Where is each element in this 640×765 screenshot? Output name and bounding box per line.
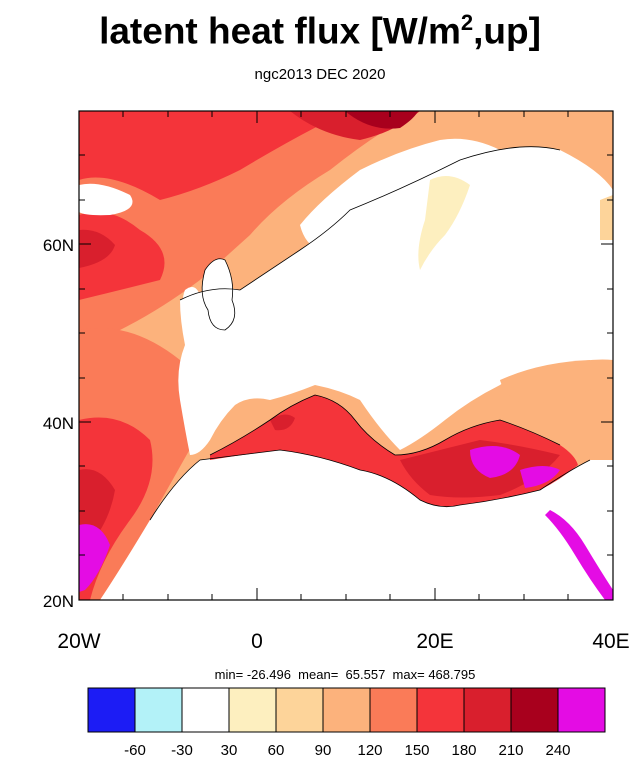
west-atlantic-core [79, 229, 115, 268]
red-sea [545, 510, 613, 600]
xtick-label: 20W [57, 630, 100, 653]
colorbar-swatch [369, 687, 418, 733]
coastline-britain [201, 258, 236, 331]
colorbar-swatch [228, 687, 277, 733]
colorbar-label: 180 [451, 742, 476, 759]
colorbar-swatch [181, 687, 230, 733]
balearic-high [270, 414, 295, 431]
xtick-label: 20E [416, 630, 453, 653]
xtick-label: 40E [592, 630, 629, 653]
coastline-med-north [209, 394, 561, 456]
ytick-label: 20N [43, 592, 74, 611]
levant-max [520, 466, 560, 488]
map-panel [79, 111, 613, 600]
greenland-land [79, 183, 133, 216]
europe-land [178, 146, 613, 455]
plot-subtitle: ngc2013 DEC 2020 [254, 66, 386, 83]
norwegian-sea-region [79, 111, 380, 200]
black-sea [500, 360, 595, 405]
colorbar-swatch [322, 687, 371, 733]
colorbar-swatch [510, 687, 559, 733]
colorbar-swatch [463, 687, 512, 733]
colorbar-swatch [416, 687, 465, 733]
ytick-label: 40N [43, 414, 74, 433]
coastline-north [179, 146, 561, 301]
baltic-sea [418, 176, 470, 270]
colorbar-label: -60 [124, 742, 146, 759]
barents-max-region [345, 111, 418, 129]
aegean-max [470, 446, 520, 478]
ytick-label: 60N [43, 236, 74, 255]
colorbar-label: 30 [221, 742, 238, 759]
colorbar-label: 150 [404, 742, 429, 759]
great-britain [202, 258, 235, 330]
colorbar-swatch [557, 687, 606, 733]
stats-line: min= -26.496 mean= 65.557 max= 468.795 [214, 667, 476, 682]
canary-max [79, 524, 110, 592]
colorbar-label: 60 [268, 742, 285, 759]
colorbar-swatch [275, 687, 324, 733]
colorbar-swatch [134, 687, 183, 733]
ireland [183, 286, 200, 310]
africa-land [100, 450, 613, 600]
scandinavia-land [300, 138, 504, 290]
coastline-africa [149, 449, 591, 521]
colorbar-label: -30 [171, 742, 193, 759]
colorbar-label: 90 [315, 742, 332, 759]
colorbar-label: 120 [357, 742, 382, 759]
axis-ticks [79, 111, 613, 600]
colorbar-swatch [87, 687, 136, 733]
colorbar-label: 240 [545, 742, 570, 759]
xtick-label: 0 [251, 630, 263, 653]
east-edge [600, 195, 613, 240]
plot-title: latent heat flux [W/m2,up] [99, 10, 541, 52]
colorbar: -60 -30 30 60 90 120 150 180 210 240 [87, 687, 606, 759]
colorbar-label: 210 [498, 742, 523, 759]
